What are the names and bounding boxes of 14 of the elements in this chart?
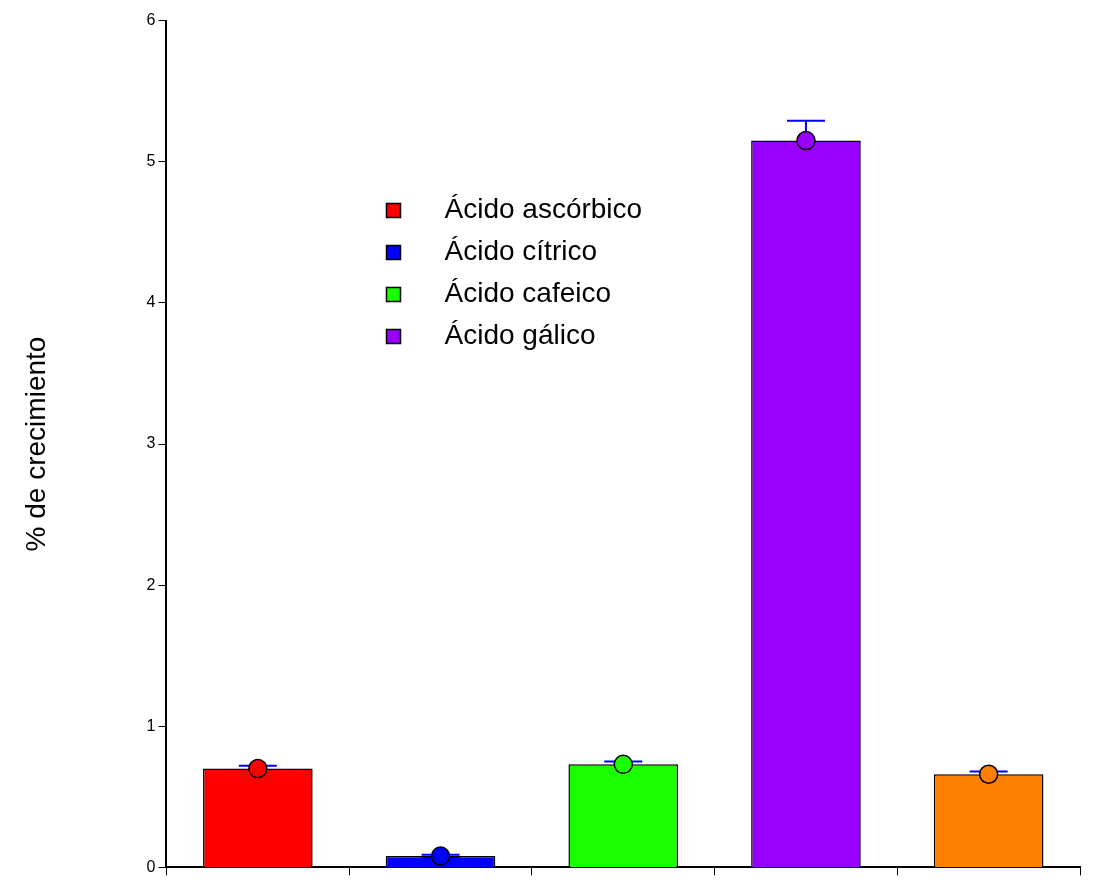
- legend-label: Ácido ascórbico: [444, 193, 643, 225]
- y-tick-label: 5: [146, 152, 156, 170]
- y-tick-label: 4: [146, 293, 156, 311]
- point: [430, 846, 451, 866]
- legend-label: Ácido cafeico: [444, 277, 612, 309]
- y-tick-label: 3: [146, 434, 156, 452]
- legend-label: Ácido gálico: [444, 319, 596, 351]
- y-tick-label: 1: [146, 716, 156, 734]
- y-tick-label: 6: [146, 11, 156, 29]
- legend-label: Ácido cítrico: [444, 235, 597, 267]
- y-axis-title: % de crecimiento: [19, 336, 51, 552]
- y-tick-label: 0: [146, 857, 156, 875]
- point: [796, 130, 816, 151]
- y-tick-label: 2: [146, 575, 156, 593]
